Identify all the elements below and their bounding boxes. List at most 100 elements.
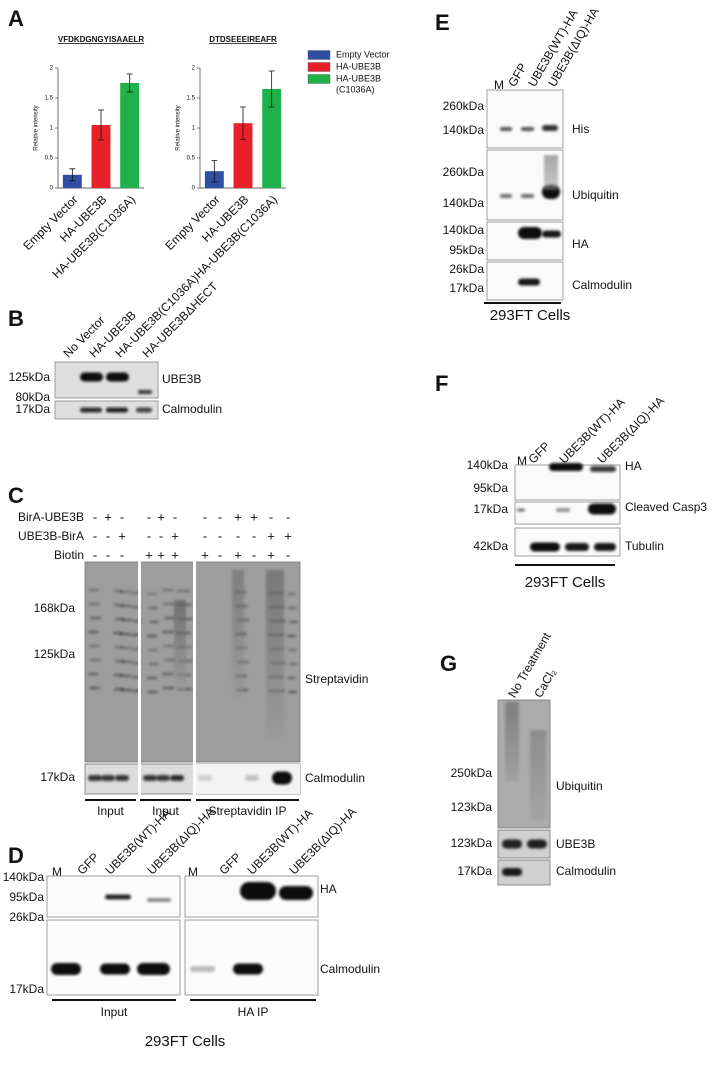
group-label: Input bbox=[97, 804, 124, 818]
footer: 293FT Cells bbox=[525, 574, 606, 591]
lane-label: CaCl₂ bbox=[531, 666, 559, 700]
band bbox=[131, 675, 140, 679]
band bbox=[521, 194, 534, 198]
group-label: HA IP bbox=[238, 1005, 269, 1019]
chart-title: DTDSEEEIREAFR bbox=[209, 35, 277, 44]
band bbox=[289, 620, 298, 624]
band bbox=[240, 882, 276, 900]
band bbox=[119, 674, 131, 678]
band bbox=[148, 648, 158, 652]
marker-label: 95kDa bbox=[449, 243, 484, 257]
y-axis-label: Relative intensity bbox=[176, 105, 182, 150]
band bbox=[148, 606, 158, 610]
protein-label: Ubiquitin bbox=[572, 188, 619, 202]
legend-swatch bbox=[307, 74, 331, 84]
lane-label: GFP bbox=[74, 850, 101, 877]
band bbox=[90, 616, 101, 620]
band bbox=[190, 966, 215, 972]
y-tick-label: 0 bbox=[50, 186, 54, 192]
bar bbox=[233, 123, 253, 188]
band bbox=[120, 646, 132, 650]
marker-label: 140kDa bbox=[467, 458, 509, 472]
band bbox=[198, 775, 212, 781]
panel-label: D bbox=[8, 843, 24, 868]
sign: + bbox=[118, 528, 126, 543]
legend-label: Empty Vector bbox=[336, 49, 390, 59]
band bbox=[120, 688, 132, 692]
band bbox=[288, 648, 297, 652]
sign: + bbox=[201, 547, 209, 562]
marker-label: 250kDa bbox=[451, 766, 493, 780]
blot bbox=[486, 89, 564, 149]
legend-label: HA-UBE3B bbox=[336, 61, 381, 71]
legend-label: HA-UBE3B bbox=[336, 73, 381, 83]
marker-label: 17kDa bbox=[473, 502, 508, 516]
protein-label: Cleaved Casp3 bbox=[625, 500, 707, 514]
y-tick-label: 1.5 bbox=[45, 96, 54, 102]
band bbox=[121, 618, 133, 622]
band bbox=[147, 592, 157, 596]
sign: + bbox=[267, 528, 275, 543]
sign: + bbox=[234, 547, 242, 562]
band bbox=[137, 963, 170, 975]
band bbox=[279, 886, 313, 900]
sign: - bbox=[93, 528, 97, 543]
marker-label: 123kDa bbox=[451, 800, 493, 814]
sign: - bbox=[159, 528, 163, 543]
protein-label: UBE3B bbox=[556, 837, 595, 851]
band bbox=[119, 632, 131, 636]
sign: + bbox=[157, 509, 165, 524]
band bbox=[245, 775, 259, 781]
band bbox=[106, 372, 129, 382]
band bbox=[542, 230, 561, 238]
marker-label: 42kDa bbox=[473, 539, 508, 553]
band bbox=[80, 372, 103, 382]
lane-label: M bbox=[494, 78, 504, 92]
sign: - bbox=[173, 509, 177, 524]
protein-label: His bbox=[572, 122, 589, 136]
band bbox=[101, 775, 115, 781]
y-tick-label: 1 bbox=[192, 126, 196, 132]
protein-label: Calmodulin bbox=[572, 278, 632, 292]
sign: - bbox=[106, 528, 110, 543]
protein-label: HA bbox=[625, 459, 642, 473]
error-bar bbox=[240, 106, 246, 140]
bar bbox=[120, 83, 140, 188]
band bbox=[500, 194, 512, 198]
marker-label: 17kDa bbox=[449, 281, 484, 295]
band bbox=[287, 592, 296, 596]
sign: + bbox=[250, 509, 258, 524]
y-tick-label: 0.5 bbox=[187, 156, 196, 162]
band bbox=[527, 839, 547, 849]
sign: + bbox=[171, 547, 179, 562]
band bbox=[590, 466, 616, 472]
y-tick-label: 1 bbox=[50, 126, 54, 132]
band bbox=[288, 690, 297, 694]
band bbox=[143, 775, 157, 781]
band bbox=[90, 658, 101, 662]
band bbox=[549, 463, 583, 471]
band bbox=[530, 542, 560, 552]
band bbox=[518, 278, 540, 286]
band bbox=[170, 775, 184, 781]
marker-label: 140kDa bbox=[3, 870, 45, 884]
band bbox=[162, 588, 174, 592]
band bbox=[147, 634, 157, 638]
blot bbox=[46, 919, 181, 996]
marker-label: 26kDa bbox=[9, 910, 44, 924]
band bbox=[500, 127, 512, 131]
protein-label: Ubiquitin bbox=[556, 779, 603, 793]
sign: - bbox=[106, 547, 110, 562]
row-label: UBE3B-BirA bbox=[18, 529, 84, 543]
sign: - bbox=[218, 547, 222, 562]
protein-label: Streptavidin bbox=[305, 672, 368, 686]
group-label: Streptavidin IP bbox=[208, 804, 286, 818]
band bbox=[565, 543, 589, 551]
band bbox=[521, 127, 534, 131]
y-tick-label: 2 bbox=[192, 66, 196, 72]
band bbox=[120, 604, 132, 608]
marker-label: 260kDa bbox=[443, 165, 485, 179]
sign: + bbox=[284, 528, 292, 543]
sign: + bbox=[267, 547, 275, 562]
